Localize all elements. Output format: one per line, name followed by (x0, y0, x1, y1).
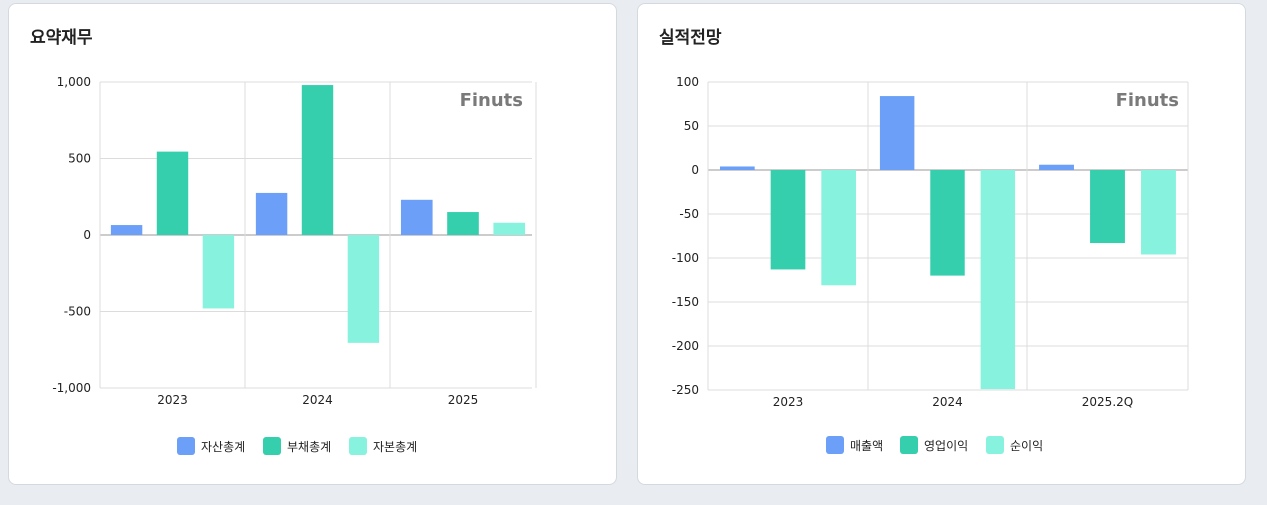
y-tick-label: 100 (676, 75, 699, 89)
legend-label: 순이익 (1010, 439, 1043, 453)
x-tick-label: 2023 (773, 395, 804, 409)
y-tick-label: -150 (672, 295, 699, 309)
y-tick-label: -50 (679, 207, 699, 221)
y-tick-label: 50 (684, 119, 699, 133)
card-title: 실적전망 (659, 28, 722, 48)
bar-3 (980, 170, 1016, 390)
earnings-forecast-card: 실적전망 100 50 0 -50 -100 -150 -200 -250 2023 2024 20… (637, 3, 1246, 485)
x-tick-label: 2023 (157, 393, 188, 407)
bar-3 (1141, 170, 1176, 255)
bar-2 (447, 212, 479, 235)
bar-2 (770, 170, 806, 270)
y-tick-label: -200 (672, 339, 699, 353)
bar-1 (1039, 164, 1074, 170)
legend-swatch (900, 436, 918, 454)
card-title: 요약재무 (30, 28, 93, 48)
legend-swatch (263, 437, 281, 455)
legend-swatch (177, 437, 195, 455)
legend-label: 영업이익 (924, 439, 968, 453)
bar-2 (156, 151, 189, 235)
earnings-forecast-chart: 100 50 0 -50 -100 -150 -200 -250 2023 2024 2025.2Q… (672, 75, 1189, 454)
x-tick-label: 2025 (448, 393, 479, 407)
bar-3 (347, 235, 380, 343)
bar-2 (930, 170, 965, 276)
x-tick-label: 2024 (302, 393, 333, 407)
legend-swatch (826, 436, 844, 454)
bar-3 (821, 170, 856, 286)
bar-3 (202, 235, 235, 309)
legend-label: 자산총계 (201, 440, 245, 454)
summary-financials-card: 요약재무 1,000 500 0 -500 -1,000 2023 2024 2025 Finu… (8, 3, 617, 485)
bar-3 (493, 222, 526, 235)
y-tick-label: -500 (64, 305, 91, 319)
y-tick-label: 0 (691, 163, 699, 177)
y-tick-label: -100 (672, 251, 699, 265)
y-tick-label: -1,000 (52, 381, 91, 395)
legend-swatch (986, 436, 1004, 454)
summary-financials-chart: 1,000 500 0 -500 -1,000 2023 2024 2025 Finuts 자산총… (52, 75, 537, 455)
bar-1 (879, 96, 915, 170)
bar-2 (301, 85, 334, 235)
bar-1 (255, 192, 288, 235)
watermark: Finuts (460, 90, 523, 111)
bar-1 (720, 166, 755, 170)
legend-label: 부채총계 (287, 440, 331, 454)
watermark: Finuts (1116, 90, 1179, 111)
y-tick-label: -250 (672, 383, 699, 397)
bar-2 (1090, 170, 1125, 244)
legend-swatch (349, 437, 367, 455)
x-tick-label: 2024 (932, 395, 963, 409)
y-tick-label: 500 (68, 152, 91, 166)
bar-1 (400, 199, 433, 235)
legend-label: 매출액 (850, 439, 883, 453)
y-tick-label: 0 (83, 228, 91, 242)
y-tick-label: 1,000 (57, 75, 91, 89)
legend-label: 자본총계 (373, 440, 417, 454)
x-tick-label: 2025.2Q (1082, 395, 1133, 409)
bar-1 (110, 225, 143, 235)
